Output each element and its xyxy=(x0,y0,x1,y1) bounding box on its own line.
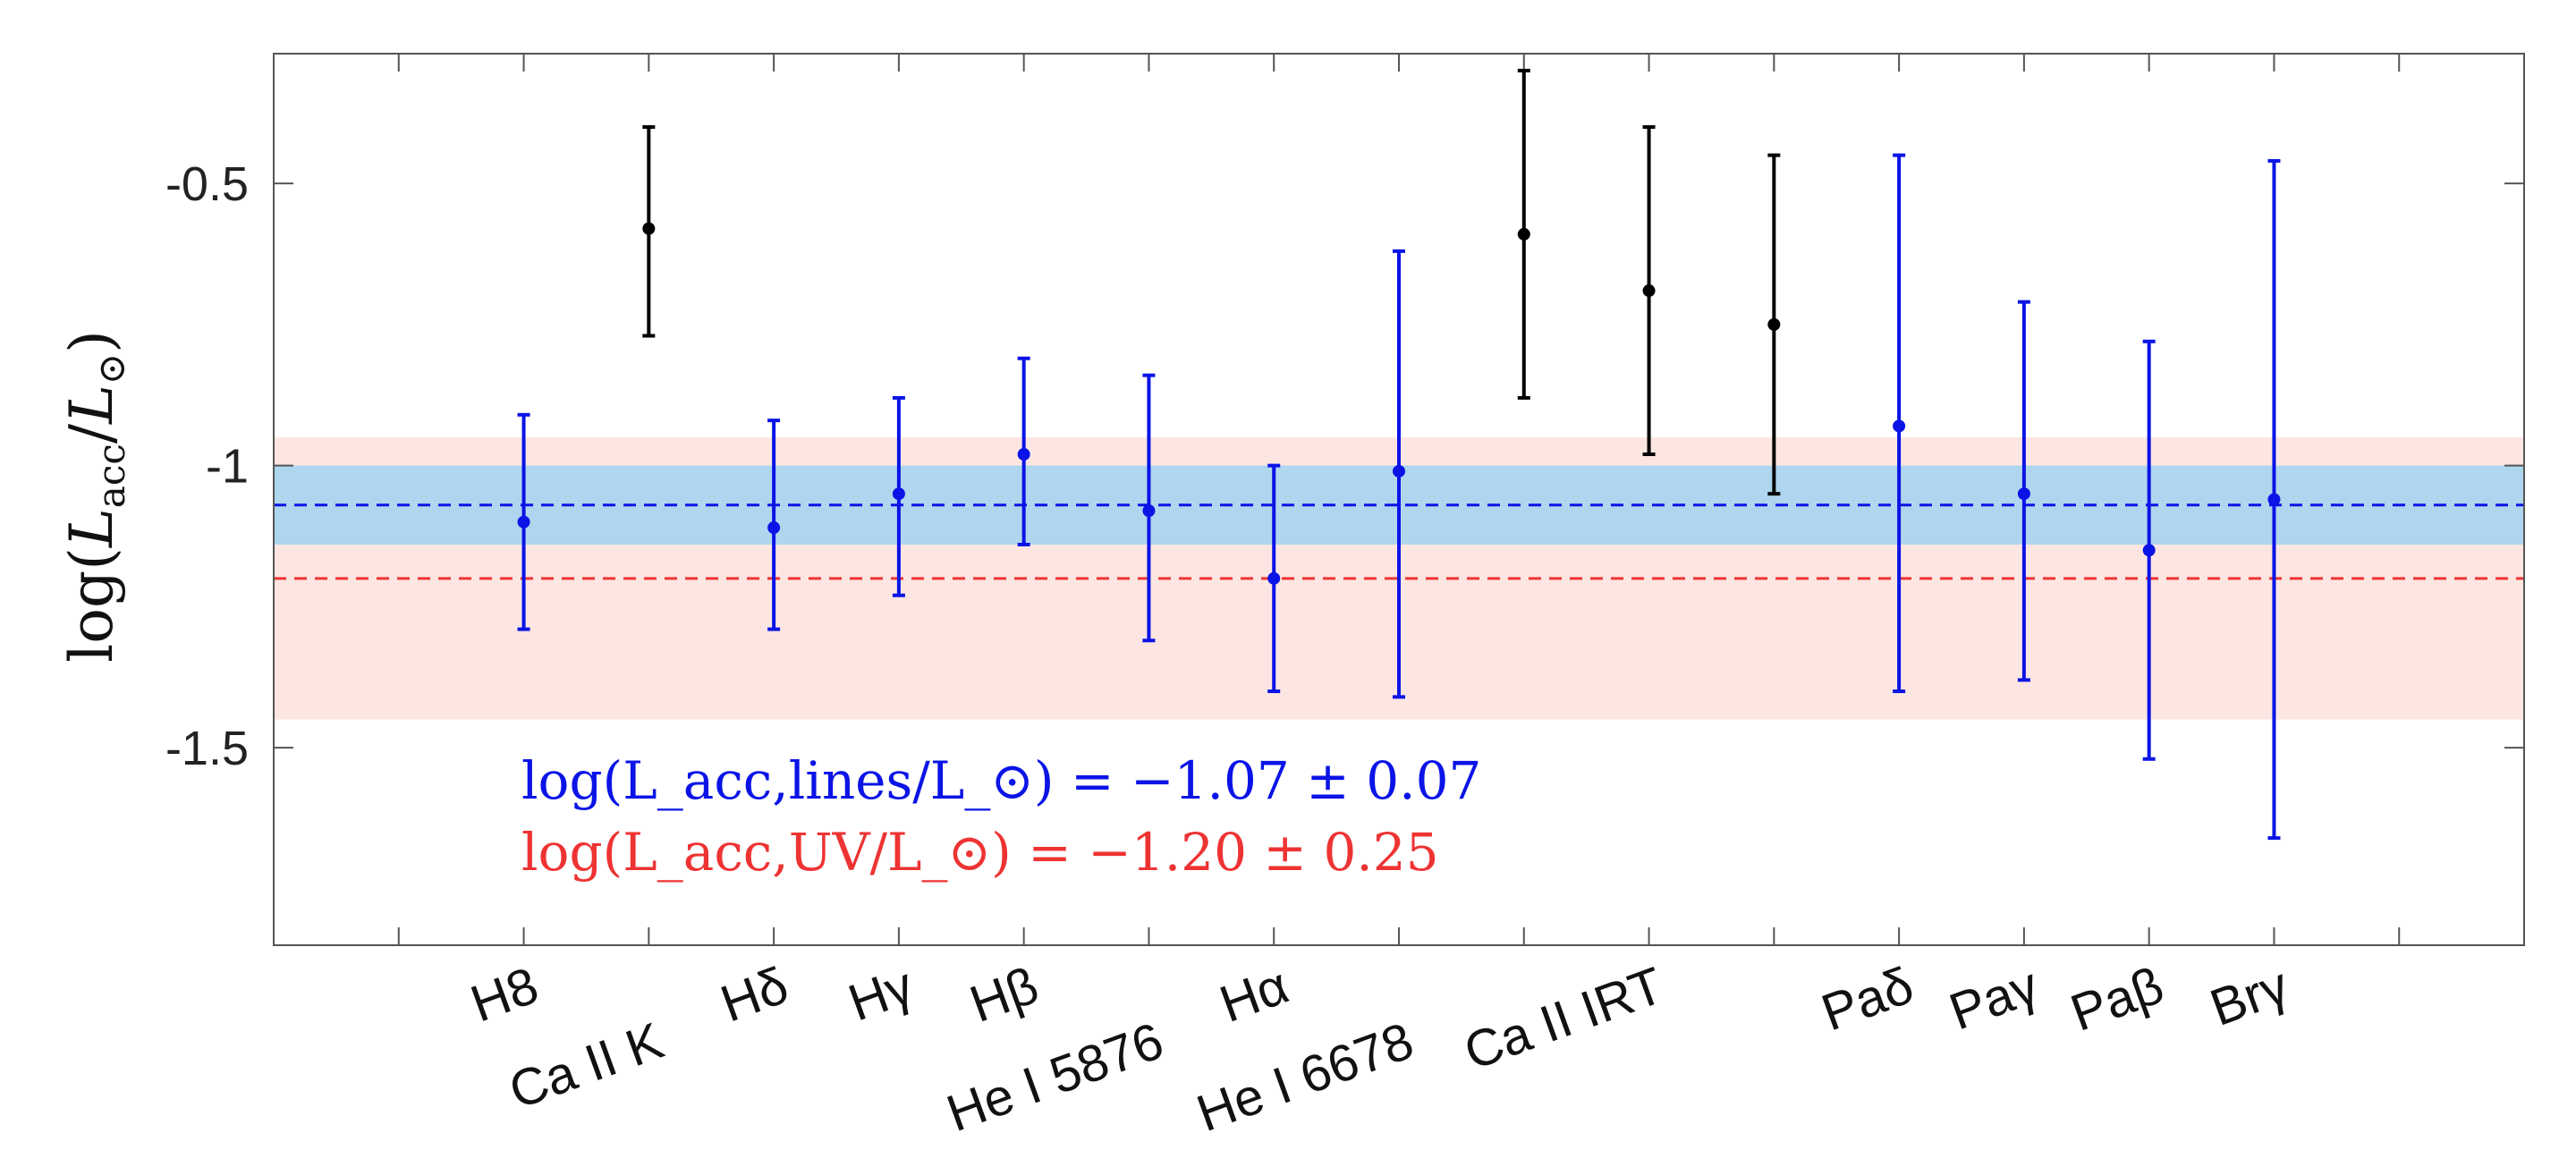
data-point-marker xyxy=(1767,317,1781,331)
data-point-group xyxy=(2267,158,2281,841)
data-point-group xyxy=(517,412,530,631)
data-point-marker xyxy=(1017,448,1030,461)
data-points xyxy=(517,68,2281,841)
y-tick-labels: -0.5 -1 -1.5 xyxy=(165,157,249,775)
data-point-group xyxy=(1142,373,1156,643)
data-point-marker xyxy=(1142,504,1156,518)
data-point-marker xyxy=(2142,544,2156,557)
data-point-marker xyxy=(2017,487,2030,501)
data-point-group xyxy=(2017,300,2030,682)
data-point-group xyxy=(1517,68,1530,400)
data-point-group xyxy=(767,419,781,631)
data-point-group xyxy=(1767,153,1781,496)
plot-axes xyxy=(273,53,2525,946)
y-tick-label: -1.5 xyxy=(165,722,249,775)
data-point-group xyxy=(1017,356,1030,546)
data-point-group xyxy=(642,125,656,338)
data-point-marker xyxy=(892,487,905,501)
data-point-group xyxy=(892,395,905,597)
data-point-marker xyxy=(1642,284,1656,298)
data-point-marker xyxy=(642,222,656,235)
data-point-marker xyxy=(1267,571,1281,585)
uv-mean-annotation: log(L_acc,UV/L_⊙) = −1.20 ± 0.25 xyxy=(521,822,1439,883)
data-point-group xyxy=(1393,249,1405,699)
data-point-marker xyxy=(1893,419,1906,433)
data-point-group xyxy=(1642,125,1656,457)
y-tick-label: -0.5 xyxy=(165,157,249,211)
lines-mean-annotation: log(L_acc,lines/L_⊙) = −1.07 ± 0.07 xyxy=(521,750,1481,811)
data-point-marker xyxy=(2267,493,2281,506)
data-point-marker xyxy=(767,521,781,535)
data-point-group xyxy=(1893,153,1906,694)
data-point-marker xyxy=(1393,464,1405,478)
data-point-group xyxy=(1267,463,1281,694)
data-point-marker xyxy=(1517,227,1530,241)
data-point-group xyxy=(2142,339,2156,761)
data-point-marker xyxy=(517,515,530,528)
y-tick-label: -1 xyxy=(206,440,249,494)
